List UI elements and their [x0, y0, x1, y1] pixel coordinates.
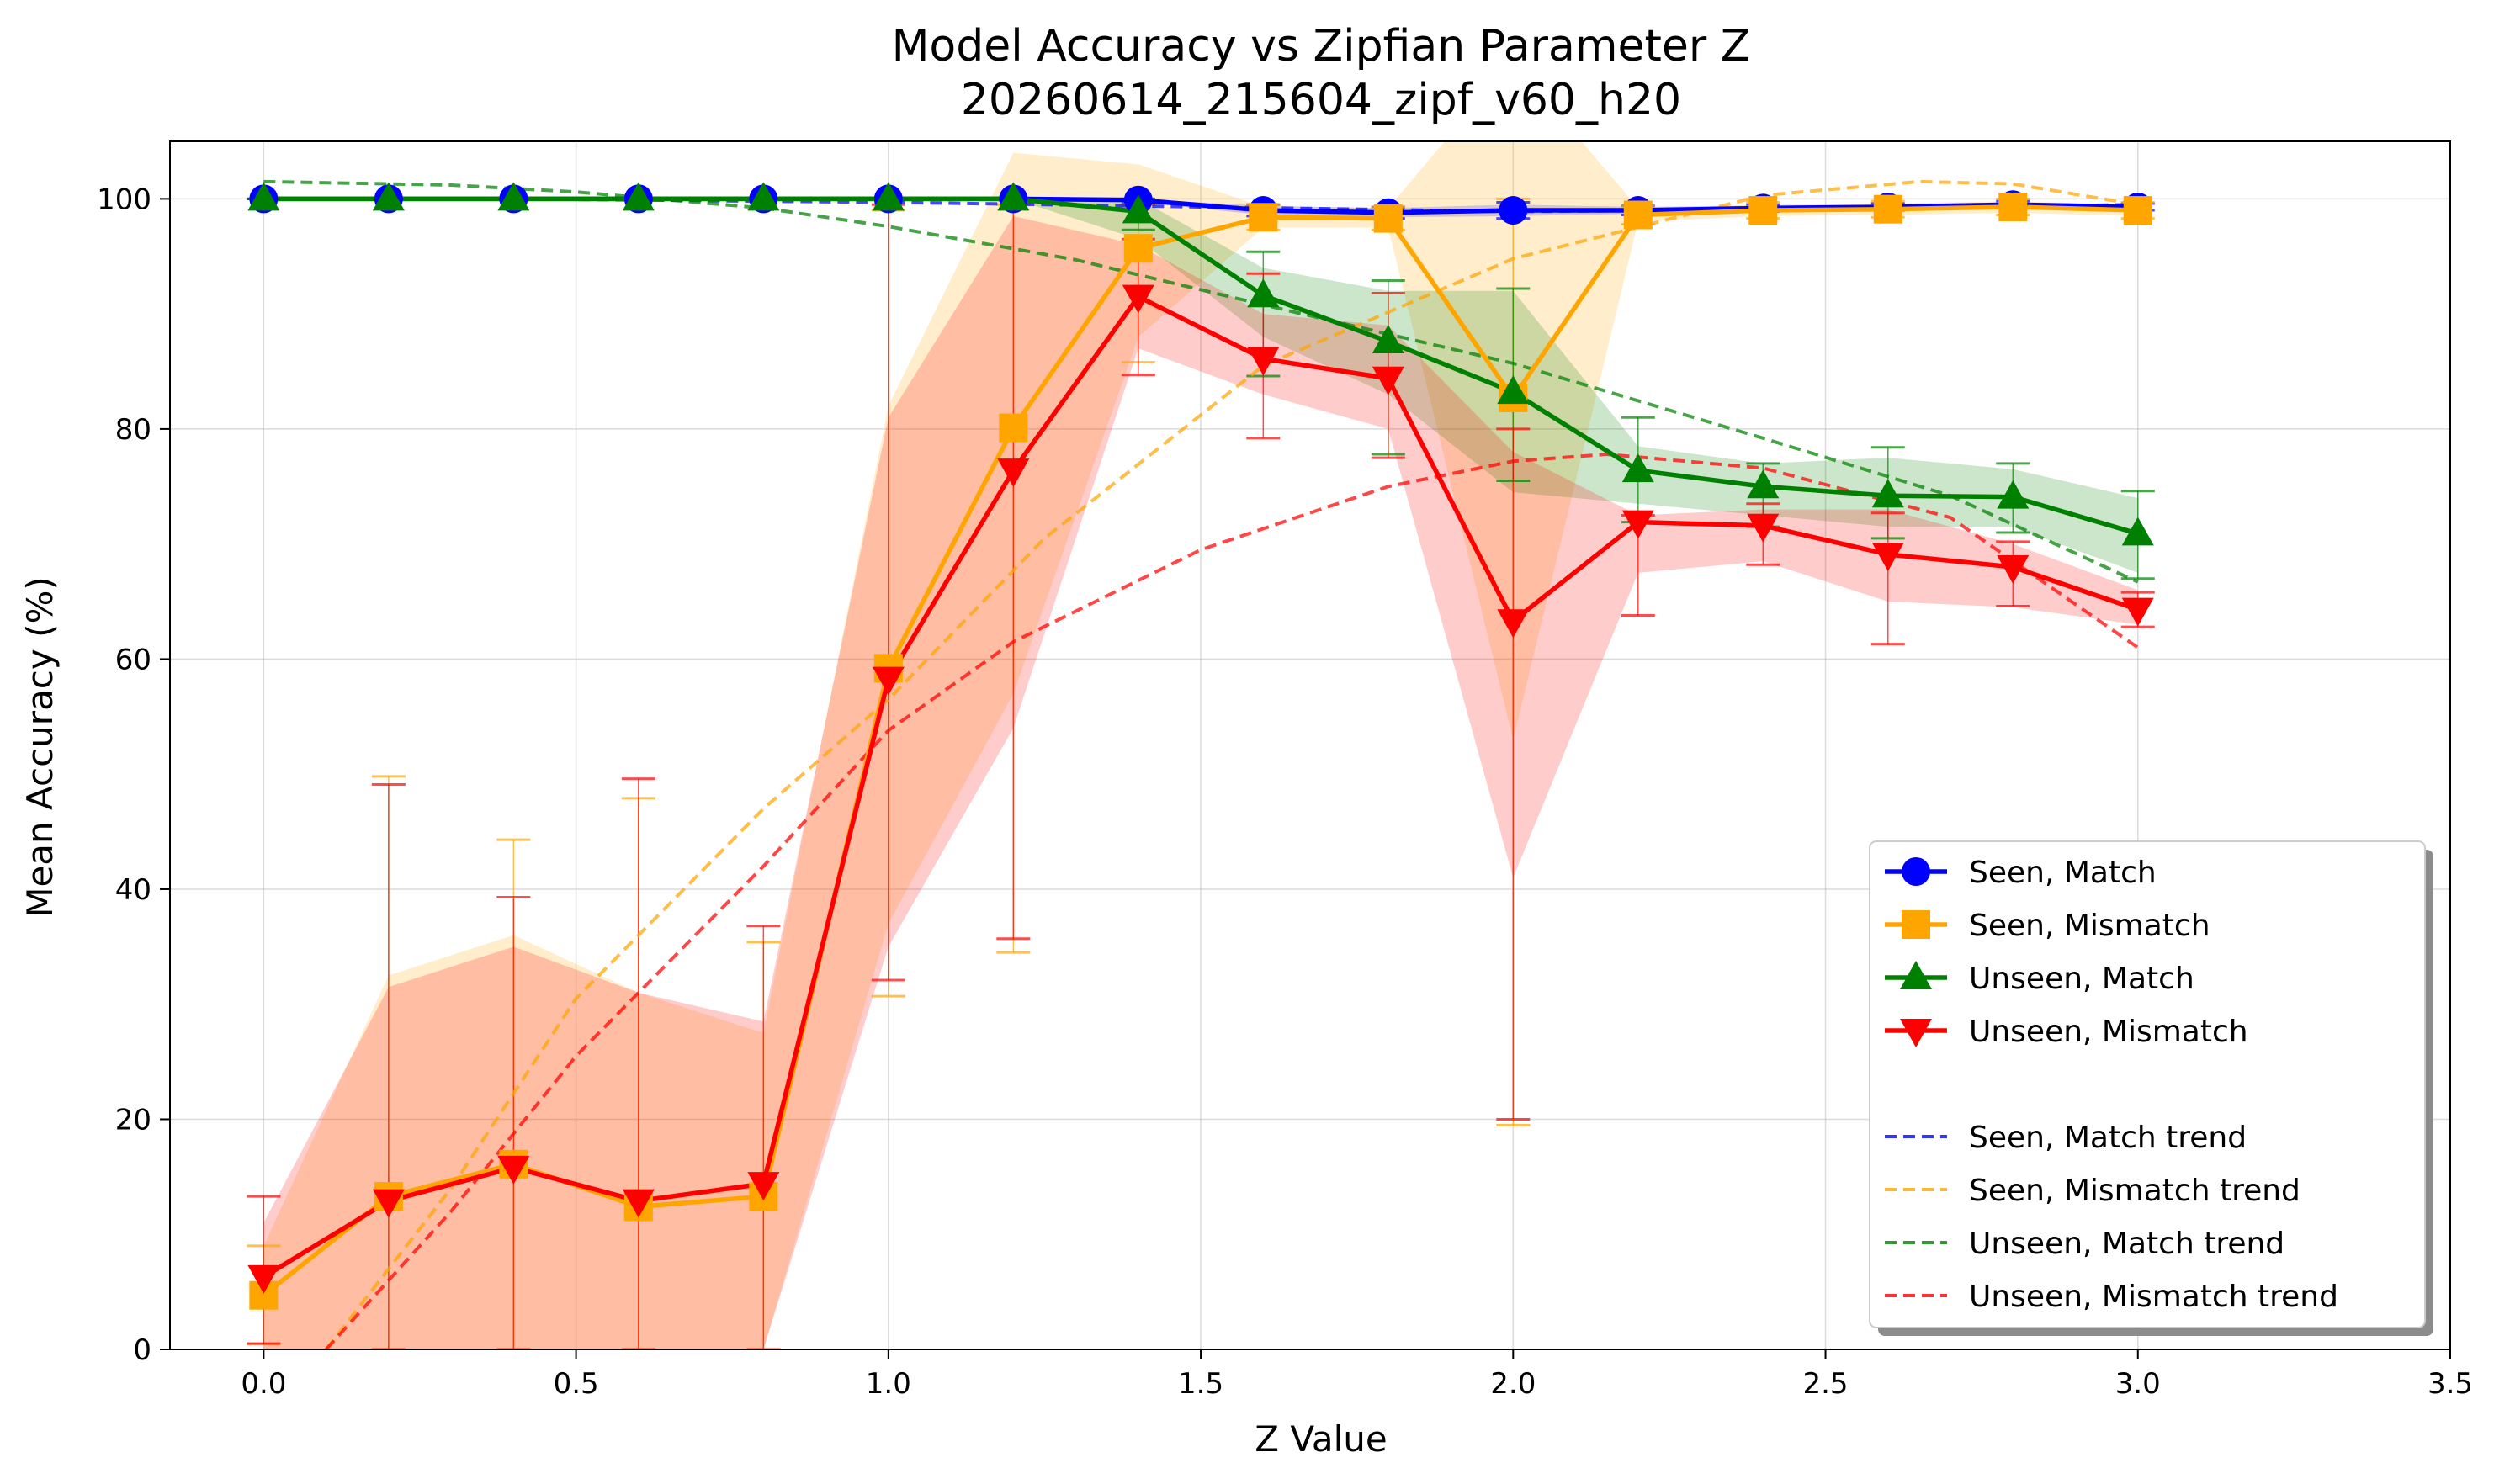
data-point — [1372, 324, 1404, 353]
legend-box — [1869, 840, 2426, 1328]
data-point — [1372, 366, 1404, 395]
x-tick-label: 0.0 — [241, 1367, 286, 1401]
y-tick-label: 40 — [115, 873, 151, 907]
series-line — [263, 196, 2139, 536]
data-point — [2121, 517, 2154, 546]
trend-line — [263, 179, 2139, 584]
plot-clipped-group — [247, 141, 2155, 1349]
x-tick-label: 2.5 — [1802, 1367, 1848, 1401]
data-point — [997, 182, 1030, 211]
x-axis-label: Z Value — [1255, 1418, 1387, 1460]
data-point — [1373, 204, 1403, 233]
data-point — [622, 1189, 655, 1218]
x-tick-label: 1.5 — [1178, 1367, 1223, 1401]
data-point — [2121, 597, 2154, 627]
x-tick-label: 3.5 — [2428, 1367, 2473, 1401]
data-point — [1747, 469, 1780, 499]
data-point — [872, 182, 905, 211]
legend: Seen, Match Seen, Mismatch Unseen, Match Un… — [1869, 840, 2433, 1336]
data-point — [1748, 196, 1778, 225]
y-axis-label: Mean Accuracy (%) — [19, 576, 61, 918]
data-point — [1122, 194, 1154, 224]
data-point — [1497, 609, 1530, 639]
x-tick-label: 2.0 — [1490, 1367, 1536, 1401]
data-point — [1997, 555, 2030, 585]
x-tick-label: 0.5 — [554, 1367, 599, 1401]
y-tick-label: 80 — [115, 413, 151, 447]
y-tick-label: 20 — [115, 1103, 151, 1137]
legend-marker — [1900, 961, 1932, 989]
data-point — [1997, 480, 2030, 509]
data-point — [999, 413, 1028, 443]
data-point — [1873, 194, 1902, 224]
data-point — [497, 1155, 530, 1185]
data-point — [1499, 196, 1528, 225]
data-point — [1123, 234, 1153, 263]
data-point — [1621, 510, 1654, 539]
data-point — [1497, 375, 1530, 405]
legend-label: Unseen, Mismatch — [1969, 1015, 2248, 1049]
data-point — [872, 666, 905, 696]
data-point — [247, 182, 280, 211]
data-point — [1871, 479, 1904, 508]
legend-label: Seen, Mismatch trend — [1969, 1174, 2300, 1208]
y-tick-label: 60 — [115, 643, 151, 676]
trend-line — [325, 179, 2139, 1349]
legend-label: Unseen, Match trend — [1969, 1227, 2284, 1261]
legend-label: Seen, Match trend — [1969, 1121, 2247, 1155]
data-point — [1623, 200, 1653, 230]
y-tick-label: 100 — [97, 183, 151, 216]
data-point — [622, 182, 655, 211]
legend-marker — [1900, 1019, 1932, 1047]
data-point — [497, 182, 530, 211]
y-tick-label: 0 — [133, 1333, 151, 1367]
data-point — [1122, 284, 1154, 314]
legend-marker — [1902, 857, 1930, 886]
data-point — [1249, 203, 1278, 232]
confidence-band — [263, 141, 2138, 1349]
data-point — [997, 458, 1030, 488]
data-point — [1247, 347, 1280, 376]
legend-label: Unseen, Match — [1969, 962, 2194, 996]
data-point — [372, 182, 405, 211]
series-line — [262, 294, 2139, 1280]
legend-label: Seen, Match — [1969, 856, 2157, 890]
data-point — [1871, 542, 1904, 571]
data-point — [1747, 513, 1780, 543]
confidence-band — [263, 215, 2138, 1349]
plot-frame — [169, 140, 2451, 1350]
data-point — [747, 1172, 780, 1201]
chart-title: Model Accuracy vs Zipfian Parameter Z — [892, 21, 1751, 72]
data-point — [2123, 196, 2152, 225]
plot-area: 0.0 0.5 1.0 1.5 2.0 2.5 3.0 3.5 0 20 40 60 80 100 — [97, 140, 2473, 1401]
data-point — [1247, 278, 1280, 308]
confidence-band — [263, 199, 2138, 573]
data-point — [372, 1189, 405, 1218]
legend-label: Unseen, Mismatch trend — [1969, 1280, 2338, 1314]
data-point — [747, 182, 780, 211]
data-point — [1998, 192, 2028, 221]
legend-marker — [1902, 910, 1930, 939]
legend-label: Seen, Mismatch — [1969, 909, 2210, 943]
chart-subtitle: 20260614_215604_zipf_v60_h20 — [961, 75, 1681, 125]
x-tick-label: 3.0 — [2115, 1367, 2161, 1401]
data-point — [1621, 453, 1654, 483]
data-point — [247, 1264, 280, 1294]
x-tick-label: 1.0 — [866, 1367, 911, 1401]
